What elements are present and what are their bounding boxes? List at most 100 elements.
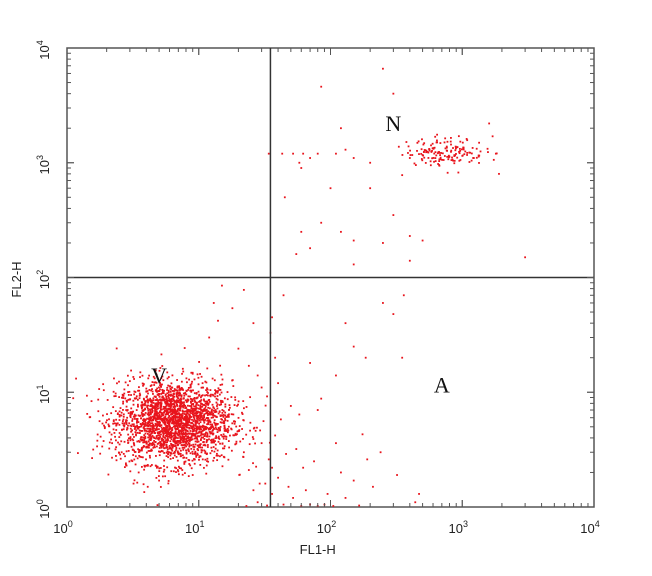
scatter-point <box>179 416 181 419</box>
scatter-point <box>198 414 201 417</box>
scatter-point <box>183 433 186 436</box>
scatter-point <box>187 408 190 411</box>
scatter-point <box>108 447 111 450</box>
scatter-point <box>178 447 181 450</box>
scatter-point <box>194 435 197 437</box>
scatter-point <box>135 397 138 400</box>
scatter-point <box>164 407 167 410</box>
scatter-point <box>209 432 212 435</box>
scatter-point <box>162 442 165 445</box>
scatter-point <box>171 416 174 419</box>
scatter-point <box>152 446 155 449</box>
scatter-point <box>407 145 410 148</box>
scatter-point <box>227 440 230 442</box>
scatter-point <box>176 400 178 403</box>
scatter-point <box>242 400 245 403</box>
scatter-point <box>256 374 259 377</box>
scatter-point <box>214 426 217 429</box>
scatter-point <box>174 432 177 434</box>
scatter-point <box>142 439 145 442</box>
scatter-point <box>142 427 145 429</box>
scatter-point <box>206 438 208 441</box>
axis-ticks <box>66 47 595 508</box>
scatter-point <box>238 425 241 427</box>
scatter-point <box>214 389 216 392</box>
scatter-point <box>125 399 128 402</box>
scatter-point <box>106 419 108 422</box>
scatter-point <box>423 156 426 159</box>
scatter-point <box>161 413 163 416</box>
scatter-point <box>151 415 154 418</box>
scatter-point <box>214 392 217 395</box>
scatter-point <box>178 473 180 476</box>
scatter-point <box>478 162 480 164</box>
scatter-point <box>129 439 132 442</box>
scatter-point <box>180 400 182 403</box>
scatter-point <box>167 456 170 459</box>
scatter-point <box>133 417 136 420</box>
scatter-point <box>156 415 159 418</box>
scatter-point <box>335 152 337 155</box>
scatter-point <box>158 386 160 389</box>
scatter-point <box>195 414 198 417</box>
scatter-point <box>149 427 152 430</box>
scatter-point <box>142 403 145 406</box>
y-axis-label: FL2-H <box>9 261 24 297</box>
scatter-point <box>220 414 223 417</box>
scatter-point <box>169 417 172 419</box>
scatter-point <box>242 456 245 458</box>
scatter-point <box>180 416 183 419</box>
scatter-point <box>352 157 355 159</box>
scatter-point <box>91 457 93 460</box>
scatter-point <box>213 379 216 382</box>
scatter-point <box>173 454 176 457</box>
scatter-point <box>172 396 175 398</box>
scatter-point <box>157 393 160 396</box>
scatter-point <box>186 435 189 438</box>
scatter-point <box>132 423 135 426</box>
scatter-point <box>180 432 182 435</box>
scatter-point <box>172 418 175 421</box>
scatter-point <box>97 398 100 401</box>
scatter-point <box>170 393 172 396</box>
scatter-point <box>157 434 160 436</box>
x-tick-label: 103 <box>449 519 468 536</box>
scatter-point <box>316 409 319 411</box>
scatter-point <box>364 356 367 359</box>
scatter-point <box>168 393 170 396</box>
scatter-point <box>153 440 155 442</box>
scatter-point <box>120 411 123 414</box>
scatter-point <box>138 394 141 397</box>
scatter-point <box>196 438 199 441</box>
scatter-point <box>172 445 175 447</box>
scatter-point <box>163 468 166 471</box>
scatter-point <box>190 401 192 404</box>
scatter-point <box>196 441 199 443</box>
scatter-point <box>264 404 267 407</box>
scatter-point <box>134 397 137 400</box>
scatter-point <box>309 247 311 250</box>
scatter-point <box>115 424 118 427</box>
scatter-point <box>155 418 158 420</box>
scatter-point <box>206 388 209 391</box>
scatter-point <box>475 147 478 150</box>
scatter-point <box>196 432 199 435</box>
scatter-point <box>195 430 198 433</box>
scatter-point <box>152 397 155 400</box>
scatter-point <box>228 409 230 411</box>
scatter-point <box>295 448 298 450</box>
scatter-point <box>157 436 160 439</box>
scatter-point <box>162 397 165 400</box>
scatter-point <box>210 438 213 441</box>
scatter-point <box>137 414 140 417</box>
scatter-point <box>220 373 223 376</box>
scatter-point <box>180 398 183 401</box>
scatter-point <box>239 440 242 443</box>
scatter-point <box>192 426 195 428</box>
scatter-point <box>173 390 176 392</box>
scatter-point <box>173 409 175 412</box>
scatter-point <box>420 158 423 160</box>
scatter-point <box>187 459 190 461</box>
scatter-point <box>200 408 202 411</box>
scatter-point <box>199 443 202 446</box>
